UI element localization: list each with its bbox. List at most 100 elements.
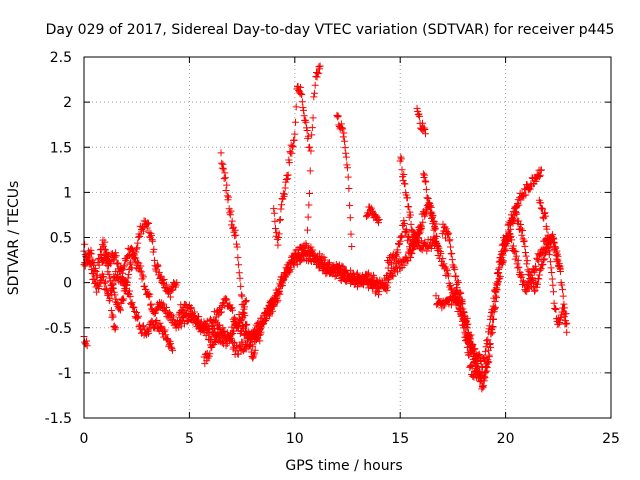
data-point <box>417 224 425 232</box>
y-tick-label: -1.5 <box>45 411 72 427</box>
data-point <box>537 166 545 174</box>
data-point <box>463 336 471 344</box>
y-tick-label: -1 <box>58 366 72 382</box>
data-point <box>218 308 226 316</box>
data-point <box>535 257 543 265</box>
data-point <box>353 269 361 277</box>
y-tick-label: -0.5 <box>45 321 72 337</box>
data-point <box>475 351 483 359</box>
data-point <box>97 250 105 258</box>
data-point <box>443 267 451 275</box>
data-point <box>344 173 352 181</box>
data-point <box>538 248 546 256</box>
data-point <box>514 256 522 264</box>
data-point <box>244 334 252 342</box>
y-tick-label: 1 <box>63 185 72 201</box>
data-point <box>278 279 286 287</box>
data-point <box>225 193 233 201</box>
data-point <box>160 280 168 288</box>
data-point <box>273 235 281 243</box>
data-point <box>375 291 382 299</box>
data-point <box>454 278 462 286</box>
data-point <box>543 236 551 244</box>
data-point <box>490 286 498 294</box>
data-point <box>485 353 493 361</box>
data-point <box>339 125 347 133</box>
data-point <box>422 186 430 194</box>
data-point <box>408 250 416 258</box>
data-point <box>482 363 490 371</box>
data-point <box>223 295 231 303</box>
data-point <box>397 155 405 163</box>
data-point <box>513 260 521 268</box>
data-point <box>493 281 501 289</box>
data-point <box>399 176 407 184</box>
data-point <box>273 298 281 306</box>
data-point <box>429 212 437 220</box>
data-point <box>272 224 280 232</box>
data-point <box>245 330 253 338</box>
data-point <box>145 329 153 337</box>
data-point <box>512 248 520 256</box>
data-point <box>300 106 308 114</box>
data-point <box>489 308 497 316</box>
data-point <box>289 142 297 150</box>
data-point <box>158 324 166 332</box>
data-point <box>510 217 518 225</box>
data-point <box>531 287 539 295</box>
data-point <box>241 303 249 311</box>
data-point <box>514 264 522 272</box>
data-point <box>550 235 558 243</box>
data-point <box>455 290 463 298</box>
data-point <box>152 267 160 275</box>
data-point <box>533 255 541 263</box>
data-point <box>474 370 482 378</box>
data-point <box>451 273 459 281</box>
data-point <box>479 383 487 391</box>
data-point <box>144 219 152 227</box>
data-point <box>367 205 375 213</box>
data-point <box>487 344 495 352</box>
data-point <box>167 340 175 348</box>
data-point <box>134 239 142 247</box>
data-point <box>233 243 241 251</box>
data-point <box>507 232 515 240</box>
data-point <box>103 261 111 269</box>
data-point <box>155 268 163 276</box>
data-point <box>303 127 311 135</box>
data-point <box>489 302 497 310</box>
data-point <box>560 300 568 308</box>
data-point <box>340 129 348 137</box>
data-point <box>222 296 230 304</box>
data-point <box>548 275 556 283</box>
data-point <box>203 325 211 333</box>
data-point <box>342 153 350 161</box>
data-point <box>408 227 416 235</box>
data-point <box>469 346 477 354</box>
data-point <box>410 231 418 239</box>
data-point <box>144 220 152 228</box>
data-point <box>533 283 541 291</box>
data-point <box>457 310 465 318</box>
data-point <box>120 295 128 303</box>
data-point <box>193 317 201 325</box>
data-point <box>415 230 423 238</box>
data-point <box>290 136 298 144</box>
data-point <box>95 255 103 263</box>
data-point <box>509 242 517 250</box>
data-point <box>109 280 117 288</box>
data-point <box>340 137 348 145</box>
data-point <box>238 292 246 300</box>
data-point <box>446 281 454 289</box>
data-point <box>246 342 254 350</box>
data-point <box>459 316 467 324</box>
data-point <box>403 194 411 202</box>
data-point <box>195 313 203 321</box>
data-point <box>395 240 403 248</box>
data-point <box>489 322 497 330</box>
data-point <box>216 309 224 317</box>
data-point <box>257 328 265 336</box>
y-tick-label: 1.5 <box>50 140 72 156</box>
data-point <box>163 281 171 289</box>
